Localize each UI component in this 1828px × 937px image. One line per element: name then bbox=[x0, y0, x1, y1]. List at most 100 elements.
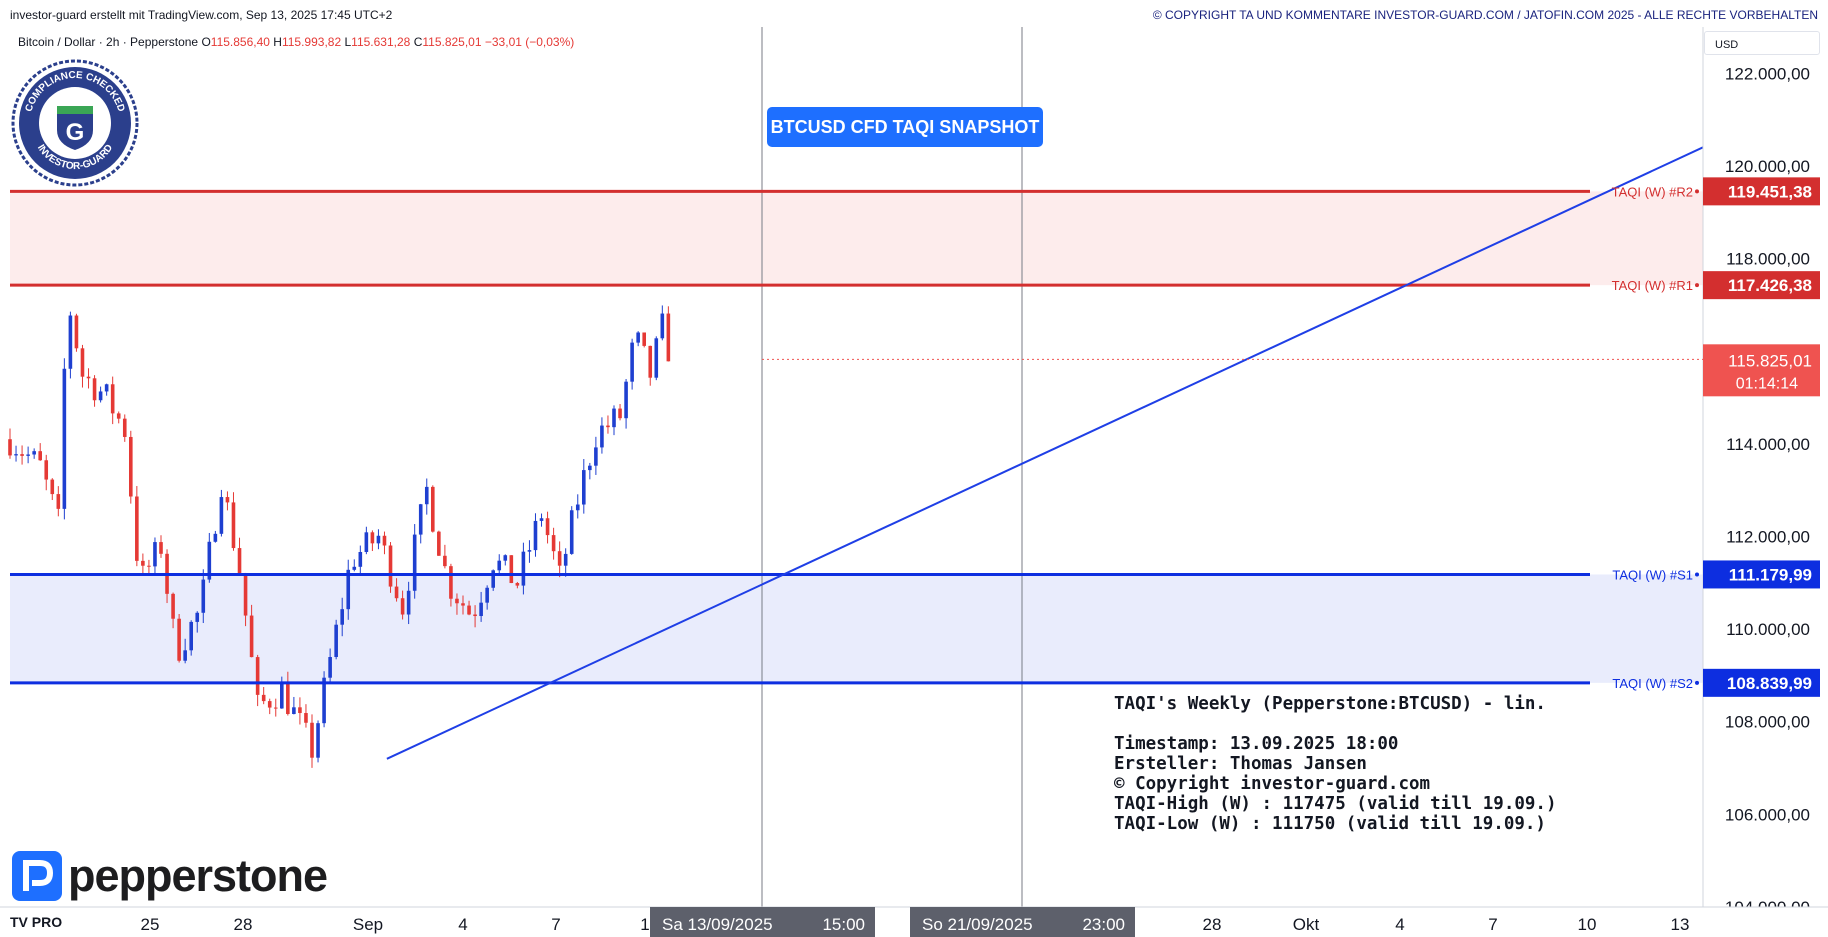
candle-body bbox=[183, 650, 187, 661]
level-price-taqi-w-r2: 119.451,38 bbox=[1728, 182, 1812, 201]
candle-body bbox=[497, 560, 502, 571]
candle-body bbox=[642, 332, 646, 346]
y-tick-label: 114.000,00 bbox=[1726, 435, 1810, 454]
x-highlight-tag-2 bbox=[910, 907, 1135, 937]
candle-body bbox=[310, 722, 314, 758]
candle-body bbox=[563, 553, 568, 566]
x-tick-label: 1 bbox=[640, 915, 649, 934]
candle-body bbox=[412, 534, 417, 591]
candle-body bbox=[358, 551, 363, 567]
info-copyright: © Copyright investor-guard.com bbox=[1114, 774, 1431, 794]
candle-body bbox=[20, 454, 24, 456]
candle-body bbox=[80, 348, 85, 377]
x-highlight-time-2: 23:00 bbox=[1082, 915, 1125, 934]
legend-close-label: C bbox=[413, 35, 423, 49]
candle-body bbox=[582, 470, 586, 505]
candle-body bbox=[86, 376, 91, 379]
candle-body bbox=[135, 496, 139, 561]
x-highlight-date-2: So 21/09/2025 bbox=[922, 915, 1033, 934]
tradingview-logo-icon[interactable]: TV PRO bbox=[10, 914, 63, 930]
candle-body bbox=[129, 436, 133, 497]
level-label-taqi-w-s2: TAQI (W) #S2 bbox=[1612, 676, 1693, 691]
candle-body bbox=[473, 614, 477, 617]
x-tick-label: Sep bbox=[353, 915, 383, 934]
candle-body bbox=[147, 565, 151, 567]
candle-body bbox=[243, 572, 248, 616]
candle-body bbox=[195, 612, 200, 622]
candle-body bbox=[660, 313, 665, 339]
candle-body bbox=[648, 345, 653, 378]
candle-body bbox=[62, 368, 67, 509]
level-price-tag-taqi-w-s2 bbox=[1703, 668, 1820, 697]
candle-body bbox=[92, 378, 97, 401]
candle-body bbox=[515, 583, 520, 586]
candle-body bbox=[104, 384, 109, 392]
candle-body bbox=[141, 560, 145, 566]
candle-body bbox=[322, 677, 326, 724]
candle-body bbox=[171, 593, 175, 619]
header-bar: investor-guard erstellt mit TradingView.… bbox=[0, 0, 1828, 27]
candle-body bbox=[231, 502, 236, 549]
candle-body bbox=[461, 603, 465, 606]
x-tick-label: 28 bbox=[1203, 915, 1222, 934]
candle-body bbox=[594, 447, 598, 466]
candle-body bbox=[219, 497, 224, 534]
candle-body bbox=[98, 391, 103, 401]
info-taqi-low: TAQI-Low (W) : 111750 (valid till 19.09.… bbox=[1114, 814, 1546, 834]
badge-letter: G bbox=[66, 119, 85, 146]
x-tick-label: 4 bbox=[1395, 915, 1404, 934]
candle-body bbox=[449, 566, 453, 599]
candle-body bbox=[521, 551, 526, 586]
candle-body bbox=[116, 413, 121, 419]
candle-body bbox=[8, 439, 12, 456]
candle-body bbox=[50, 479, 55, 495]
candle-body bbox=[304, 713, 308, 723]
candle-body bbox=[213, 533, 218, 542]
level-dot-taqi-w-s1 bbox=[1695, 572, 1699, 577]
candle-body bbox=[588, 465, 592, 471]
x-tick-label: 28 bbox=[234, 915, 253, 934]
candle-body bbox=[14, 454, 18, 456]
candle-body bbox=[237, 548, 242, 573]
candle-body bbox=[189, 621, 193, 651]
candle-body bbox=[618, 408, 622, 419]
candle-body bbox=[388, 545, 393, 587]
candle-body bbox=[38, 451, 42, 461]
price-chart[interactable]: 104.000,00106.000,00108.000,00110.000,00… bbox=[0, 27, 1828, 937]
level-label-taqi-w-s1: TAQI (W) #S1 bbox=[1612, 567, 1693, 582]
x-tick-label: Okt bbox=[1293, 915, 1320, 934]
currency-selector[interactable]: USD bbox=[1704, 31, 1820, 55]
brand-name: pepperstone bbox=[68, 850, 328, 901]
y-tick-label: 112.000,00 bbox=[1726, 527, 1810, 546]
legend-low: 115.631,28 bbox=[351, 35, 411, 49]
candle-body bbox=[606, 425, 610, 428]
candle-body bbox=[286, 682, 290, 714]
candle-body bbox=[394, 586, 399, 599]
candle-body bbox=[624, 381, 628, 419]
legend-change: −33,01 (−0,03%) bbox=[484, 35, 575, 49]
candle-body bbox=[437, 531, 441, 556]
snapshot-label[interactable]: BTCUSD CFD TAQI SNAPSHOT bbox=[767, 107, 1043, 147]
info-timestamp: Timestamp: 13.09.2025 18:00 bbox=[1114, 734, 1399, 754]
candle-body bbox=[292, 707, 296, 714]
candle-body bbox=[545, 518, 550, 536]
candle-body bbox=[636, 332, 640, 343]
candle-body bbox=[352, 566, 357, 570]
legend-open: 115.856,40 bbox=[210, 35, 270, 49]
y-tick-label: 120.000,00 bbox=[1725, 157, 1810, 176]
price-axis-bg[interactable] bbox=[1703, 27, 1828, 907]
candle-body bbox=[376, 535, 381, 544]
candle-body bbox=[400, 598, 405, 615]
level-dot-taqi-w-r1 bbox=[1695, 283, 1699, 288]
legend-open-label: O bbox=[201, 35, 211, 49]
candle-body bbox=[249, 615, 254, 658]
candle-body bbox=[298, 707, 302, 714]
candle-body bbox=[539, 518, 544, 521]
candle-body bbox=[557, 551, 562, 566]
x-tick-label: 13 bbox=[1671, 915, 1690, 934]
support-zone bbox=[10, 574, 1703, 683]
level-dot-taqi-w-r2 bbox=[1695, 189, 1699, 194]
info-taqi-high: TAQI-High (W) : 117475 (valid till 19.09… bbox=[1114, 794, 1557, 814]
candle-body bbox=[666, 313, 671, 362]
candle-body bbox=[261, 694, 266, 702]
